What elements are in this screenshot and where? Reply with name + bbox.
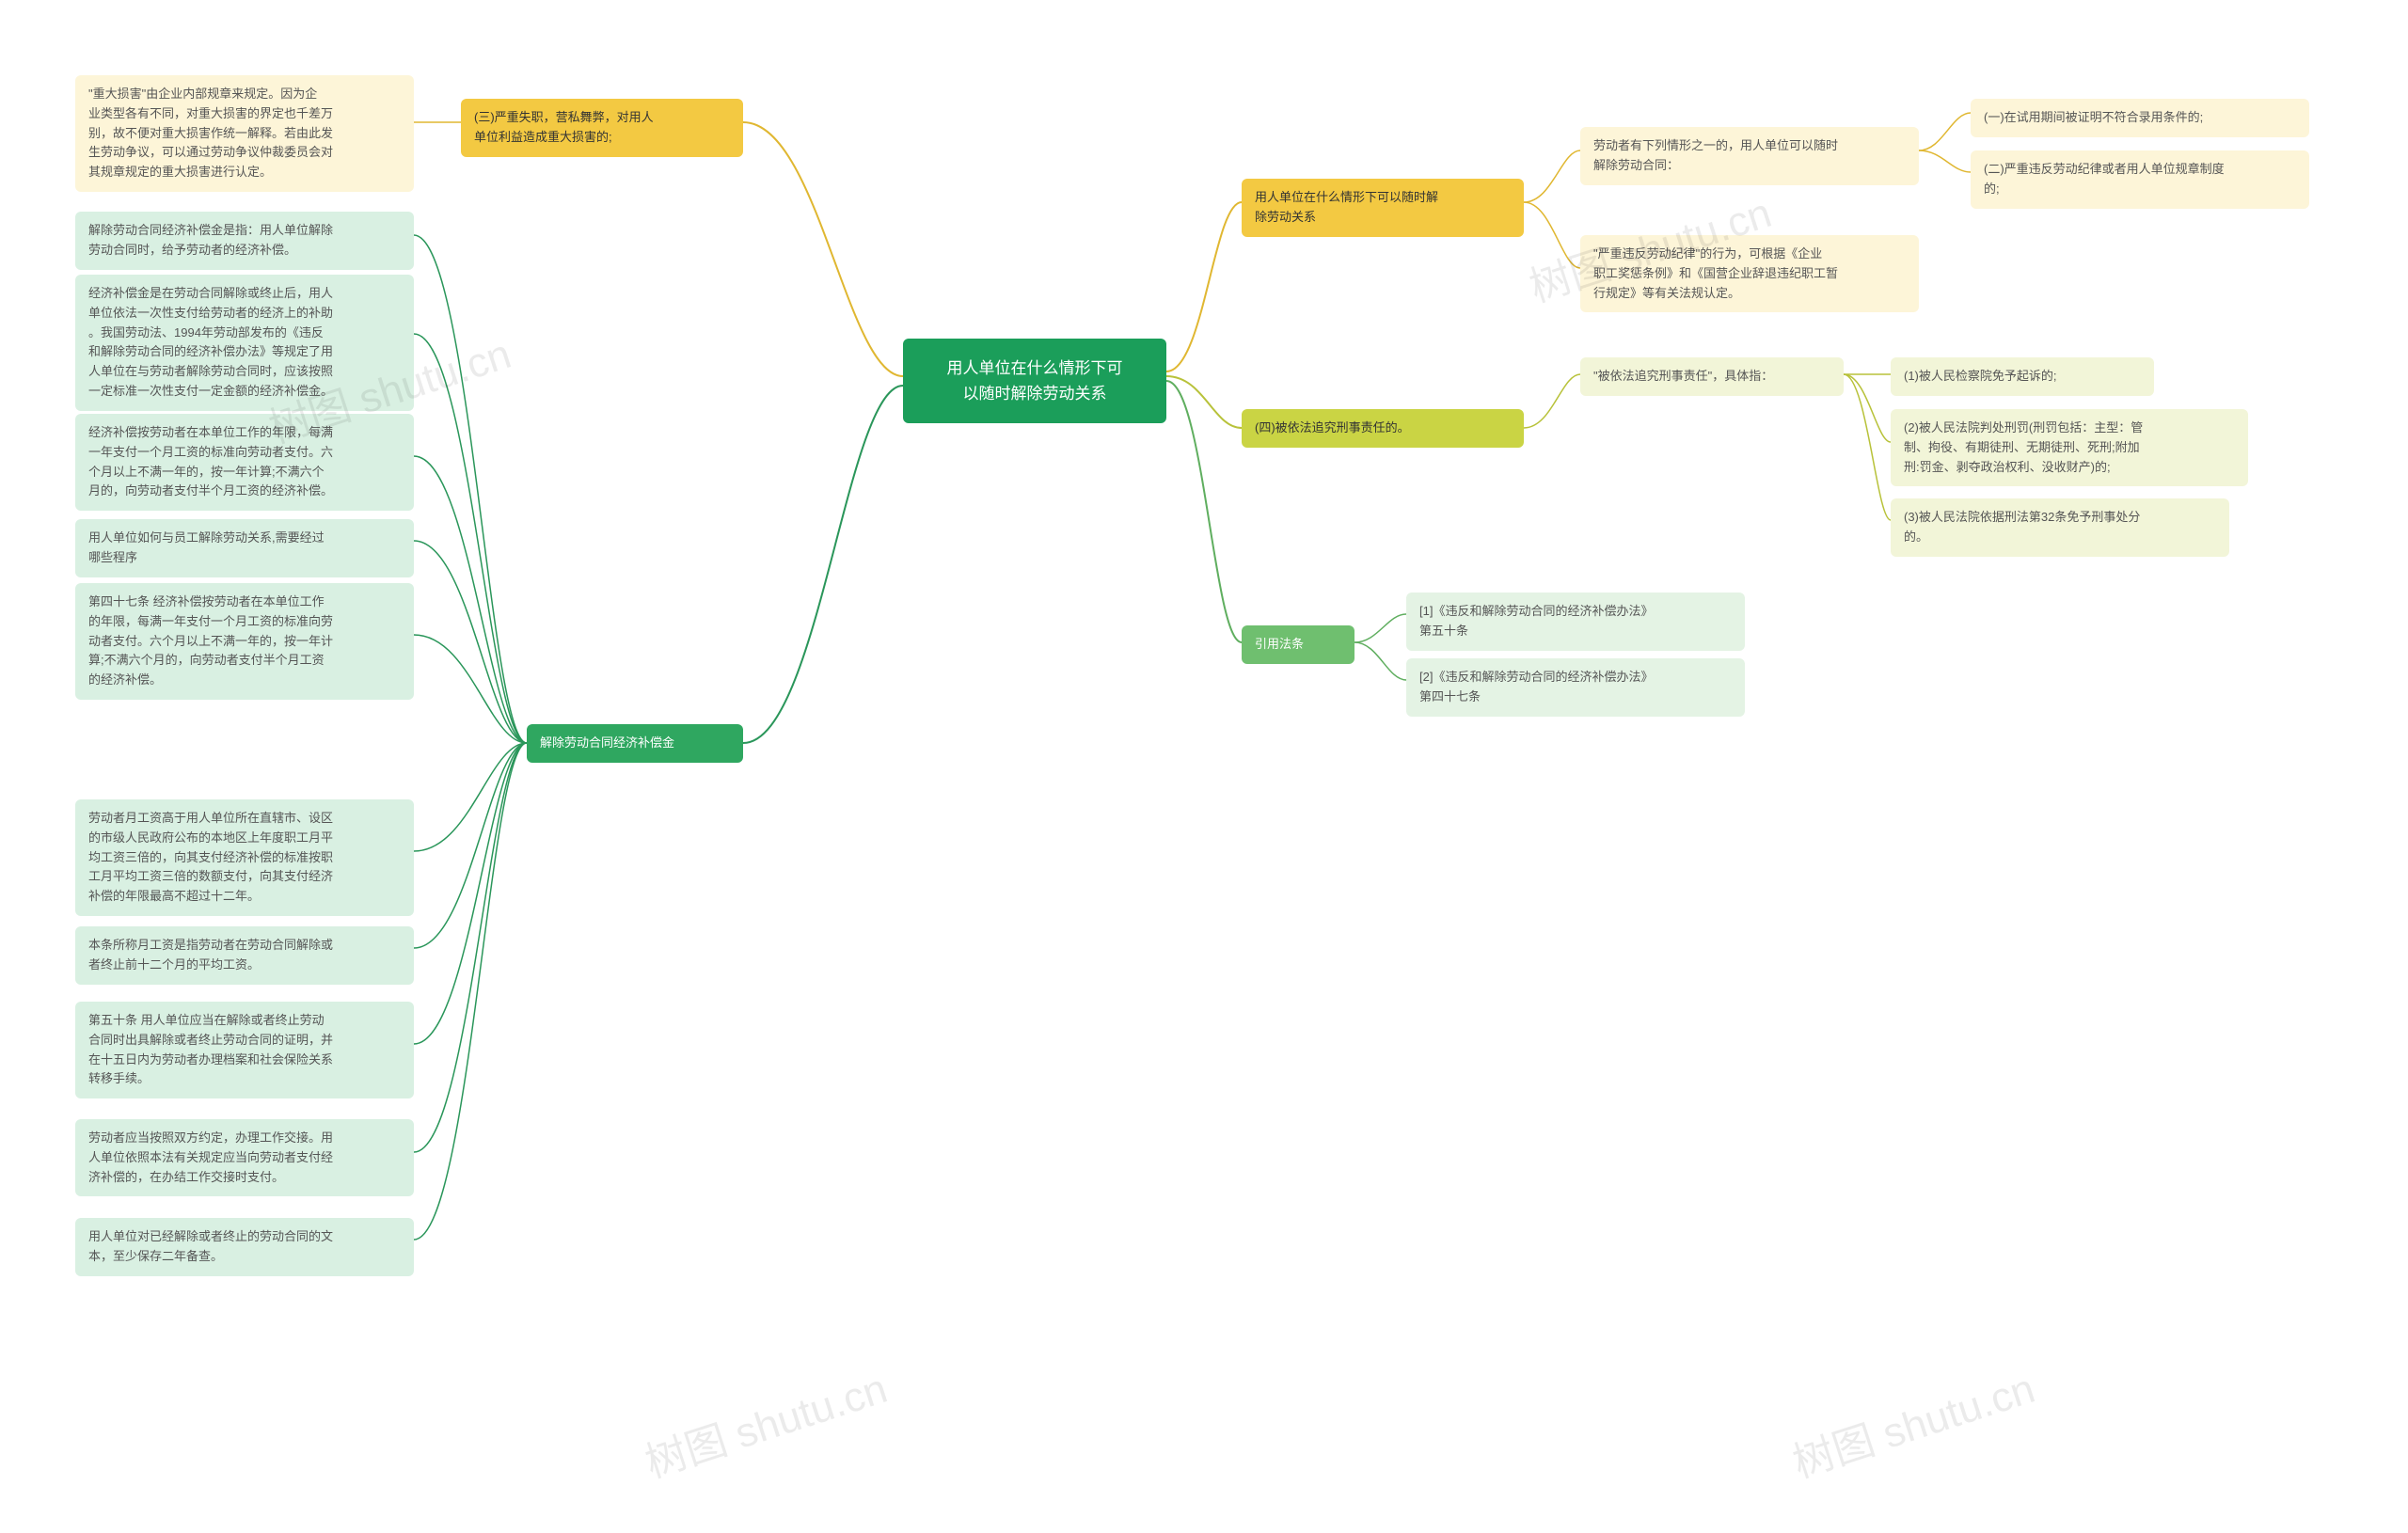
leaf-node: [2]《违反和解除劳动合同的经济补偿办法》第四十七条 — [1406, 658, 1745, 717]
leaf-node: 经济补偿金是在劳动合同解除或终止后，用人单位依法一次性支付给劳动者的经济上的补助… — [75, 275, 414, 411]
leaf-node: 经济补偿按劳动者在本单位工作的年限，每满一年支付一个月工资的标准向劳动者支付。六… — [75, 414, 414, 511]
branch-node[interactable]: 用人单位在什么情形下可以随时解除劳动关系 — [1242, 179, 1524, 237]
leaf-node: "严重违反劳动纪律"的行为，可根据《企业职工奖惩条例》和《国营企业辞退违纪职工暂… — [1580, 235, 1919, 312]
leaf-node: (二)严重违反劳动纪律或者用人单位规章制度的; — [1971, 150, 2309, 209]
leaf-node: "被依法追究刑事责任"，具体指： — [1580, 357, 1844, 396]
leaf-node: 本条所称月工资是指劳动者在劳动合同解除或者终止前十二个月的平均工资。 — [75, 926, 414, 985]
center-node[interactable]: 用人单位在什么情形下可以随时解除劳动关系 — [903, 339, 1166, 423]
leaf-node: (2)被人民法院判处刑罚(刑罚包括：主型：管制、拘役、有期徒刑、无期徒刑、死刑;… — [1891, 409, 2248, 486]
leaf-node: 劳动者月工资高于用人单位所在直辖市、设区的市级人民政府公布的本地区上年度职工月平… — [75, 799, 414, 916]
leaf-node: 用人单位如何与员工解除劳动关系,需要经过哪些程序 — [75, 519, 414, 577]
watermark: 树图 shutu.cn — [637, 1354, 894, 1489]
branch-node[interactable]: 解除劳动合同经济补偿金 — [527, 724, 743, 763]
leaf-node: (1)被人民检察院免予起诉的; — [1891, 357, 2154, 396]
leaf-node: 劳动者有下列情形之一的，用人单位可以随时解除劳动合同： — [1580, 127, 1919, 185]
leaf-node: 劳动者应当按照双方约定，办理工作交接。用人单位依照本法有关规定应当向劳动者支付经… — [75, 1119, 414, 1196]
leaf-node: 用人单位对已经解除或者终止的劳动合同的文本，至少保存二年备查。 — [75, 1218, 414, 1276]
branch-node[interactable]: (三)严重失职，营私舞弊，对用人单位利益造成重大损害的; — [461, 99, 743, 157]
leaf-node: 解除劳动合同经济补偿金是指：用人单位解除劳动合同时，给予劳动者的经济补偿。 — [75, 212, 414, 270]
leaf-node: [1]《违反和解除劳动合同的经济补偿办法》第五十条 — [1406, 593, 1745, 651]
leaf-node: 第五十条 用人单位应当在解除或者终止劳动合同时出具解除或者终止劳动合同的证明，并… — [75, 1002, 414, 1098]
watermark: 树图 shutu.cn — [1784, 1354, 2041, 1489]
leaf-node: (一)在试用期间被证明不符合录用条件的; — [1971, 99, 2309, 137]
branch-node[interactable]: (四)被依法追究刑事责任的。 — [1242, 409, 1524, 448]
leaf-node: (3)被人民法院依据刑法第32条免予刑事处分的。 — [1891, 498, 2229, 557]
leaf-node: "重大损害"由企业内部规章来规定。因为企业类型各有不同，对重大损害的界定也千差万… — [75, 75, 414, 192]
leaf-node: 第四十七条 经济补偿按劳动者在本单位工作的年限，每满一年支付一个月工资的标准向劳… — [75, 583, 414, 700]
branch-node[interactable]: 引用法条 — [1242, 625, 1354, 664]
